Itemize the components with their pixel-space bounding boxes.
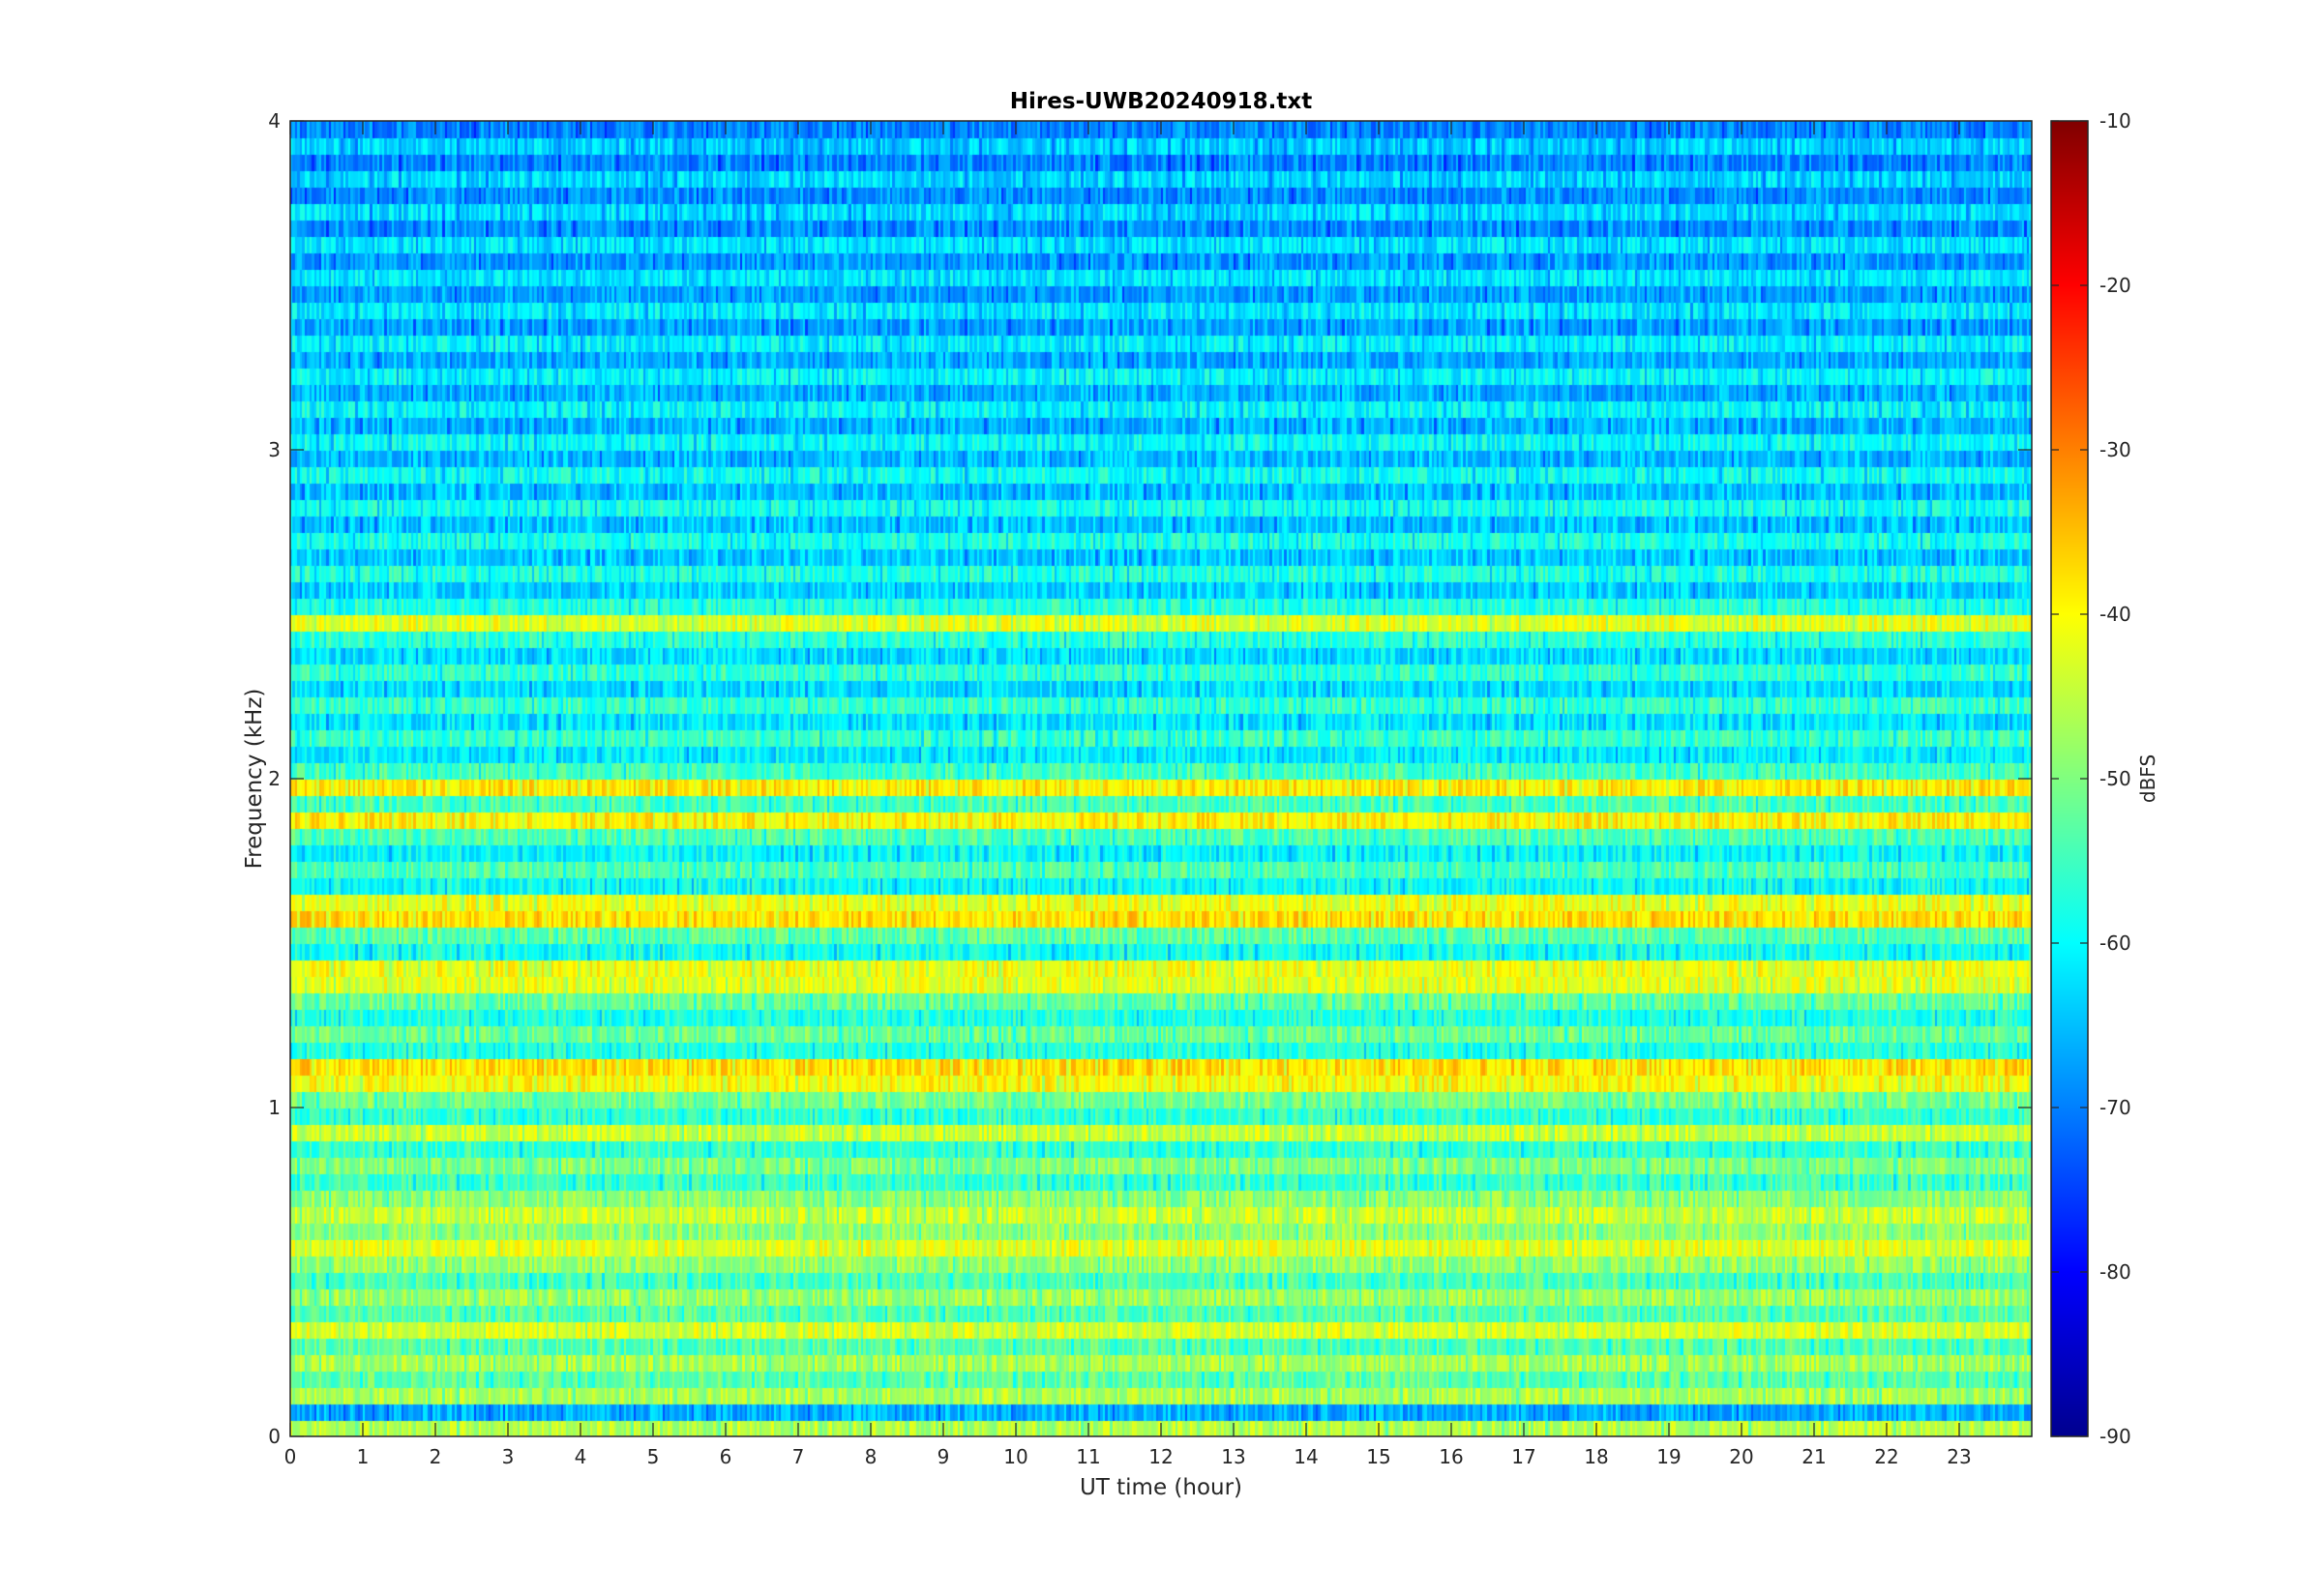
colorbar-tick-label: -50 xyxy=(2099,767,2131,790)
x-tick-label: 22 xyxy=(1874,1445,1898,1468)
x-tick-label: 1 xyxy=(357,1445,370,1468)
spectrogram-heatmap xyxy=(290,121,2032,1436)
y-tick-label: 3 xyxy=(268,438,281,461)
colorbar-tick-label: -10 xyxy=(2099,109,2131,133)
x-tick-label: 13 xyxy=(1221,1445,1245,1468)
chart-title: Hires-UWB20240918.txt xyxy=(1010,89,1312,114)
x-tick-label: 10 xyxy=(1003,1445,1027,1468)
x-tick-label: 2 xyxy=(430,1445,442,1468)
x-tick-label: 19 xyxy=(1656,1445,1681,1468)
x-tick-label: 15 xyxy=(1366,1445,1390,1468)
x-tick-label: 23 xyxy=(1947,1445,1971,1468)
x-tick-label: 12 xyxy=(1148,1445,1173,1468)
colorbar-tick-label: -80 xyxy=(2099,1260,2131,1284)
x-tick-label: 8 xyxy=(865,1445,878,1468)
colorbar-label: dBFS xyxy=(2136,754,2159,803)
x-tick-label: 4 xyxy=(575,1445,587,1468)
y-tick-label: 2 xyxy=(268,767,281,790)
x-axis-label: UT time (hour) xyxy=(1080,1475,1242,1500)
y-tick-label: 1 xyxy=(268,1096,281,1119)
x-tick-label: 6 xyxy=(720,1445,732,1468)
y-axis-ticks: 0 1 2 3 4 xyxy=(268,109,2032,1448)
x-tick-label: 17 xyxy=(1511,1445,1535,1468)
x-tick-label: 5 xyxy=(647,1445,660,1468)
x-tick-label: 20 xyxy=(1729,1445,1753,1468)
colorbar-tick-label: -20 xyxy=(2099,274,2131,297)
colorbar-tick-label: -40 xyxy=(2099,603,2131,626)
x-tick-label: 21 xyxy=(1801,1445,1826,1468)
colorbar-tick-label: -60 xyxy=(2099,931,2131,955)
y-tick-label: 0 xyxy=(268,1425,281,1448)
colorbar-ticks: -90 -80 -70 -60 -50 -40 -30 -20 -10 xyxy=(2051,109,2131,1448)
y-axis-label: Frequency (kHz) xyxy=(242,689,267,870)
colorbar-tick-label: -30 xyxy=(2099,438,2131,461)
x-tick-label: 0 xyxy=(284,1445,297,1468)
x-tick-label: 16 xyxy=(1439,1445,1463,1468)
x-tick-label: 9 xyxy=(938,1445,950,1468)
y-tick-label: 4 xyxy=(268,109,281,133)
x-axis-ticks: 0 1 2 3 4 5 6 7 8 9 10 11 12 13 14 15 16 17 18 19 20 21 22 23 xyxy=(284,121,1972,1468)
x-tick-label: 7 xyxy=(792,1445,805,1468)
x-tick-label: 11 xyxy=(1076,1445,1100,1468)
x-tick-label: 14 xyxy=(1294,1445,1318,1468)
x-tick-label: 3 xyxy=(502,1445,515,1468)
colorbar-tick-label: -90 xyxy=(2099,1425,2131,1448)
colorbar-tick-label: -70 xyxy=(2099,1096,2131,1119)
x-tick-label: 18 xyxy=(1584,1445,1608,1468)
colorbar: -90 -80 -70 -60 -50 -40 -30 -20 -10 dBFS xyxy=(2050,109,2159,1448)
